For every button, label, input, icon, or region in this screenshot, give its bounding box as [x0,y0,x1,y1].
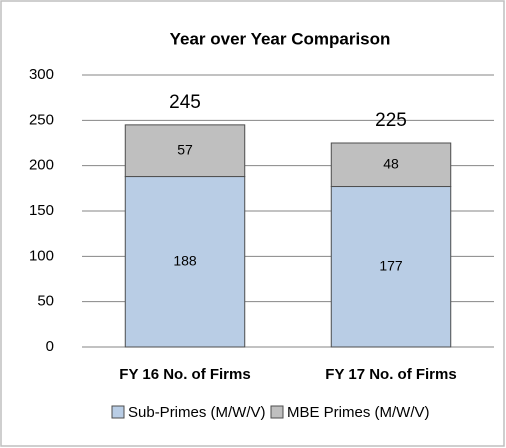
bar-segment [330,142,452,188]
y-tick-label: 200 [29,157,54,174]
data-label: 177 [379,257,403,273]
bar-segment [330,186,452,348]
legend-label: Sub-Primes (M/W/V) [128,404,266,421]
total-label: 225 [375,110,407,131]
x-tick-label: FY 17 No. of Firms [325,366,456,383]
legend-swatch [111,405,125,419]
legend-label: MBE Primes (M/W/V) [287,404,430,421]
y-tick-label: 50 [37,293,54,310]
y-tick-label: 0 [46,338,54,355]
data-label: 57 [177,141,193,157]
bar-segment [124,176,246,348]
y-tick-label: 100 [29,247,54,264]
y-tick-label: 250 [29,111,54,128]
chart-title: Year over Year Comparison [170,29,391,48]
y-tick-label: 150 [29,202,54,219]
data-label: 188 [173,252,197,268]
y-tick-label: 300 [29,66,54,83]
data-label: 48 [383,155,399,171]
total-label: 245 [169,92,201,113]
x-tick-label: FY 16 No. of Firms [119,366,250,383]
legend-swatch [270,405,284,419]
bar-segment [124,124,246,178]
